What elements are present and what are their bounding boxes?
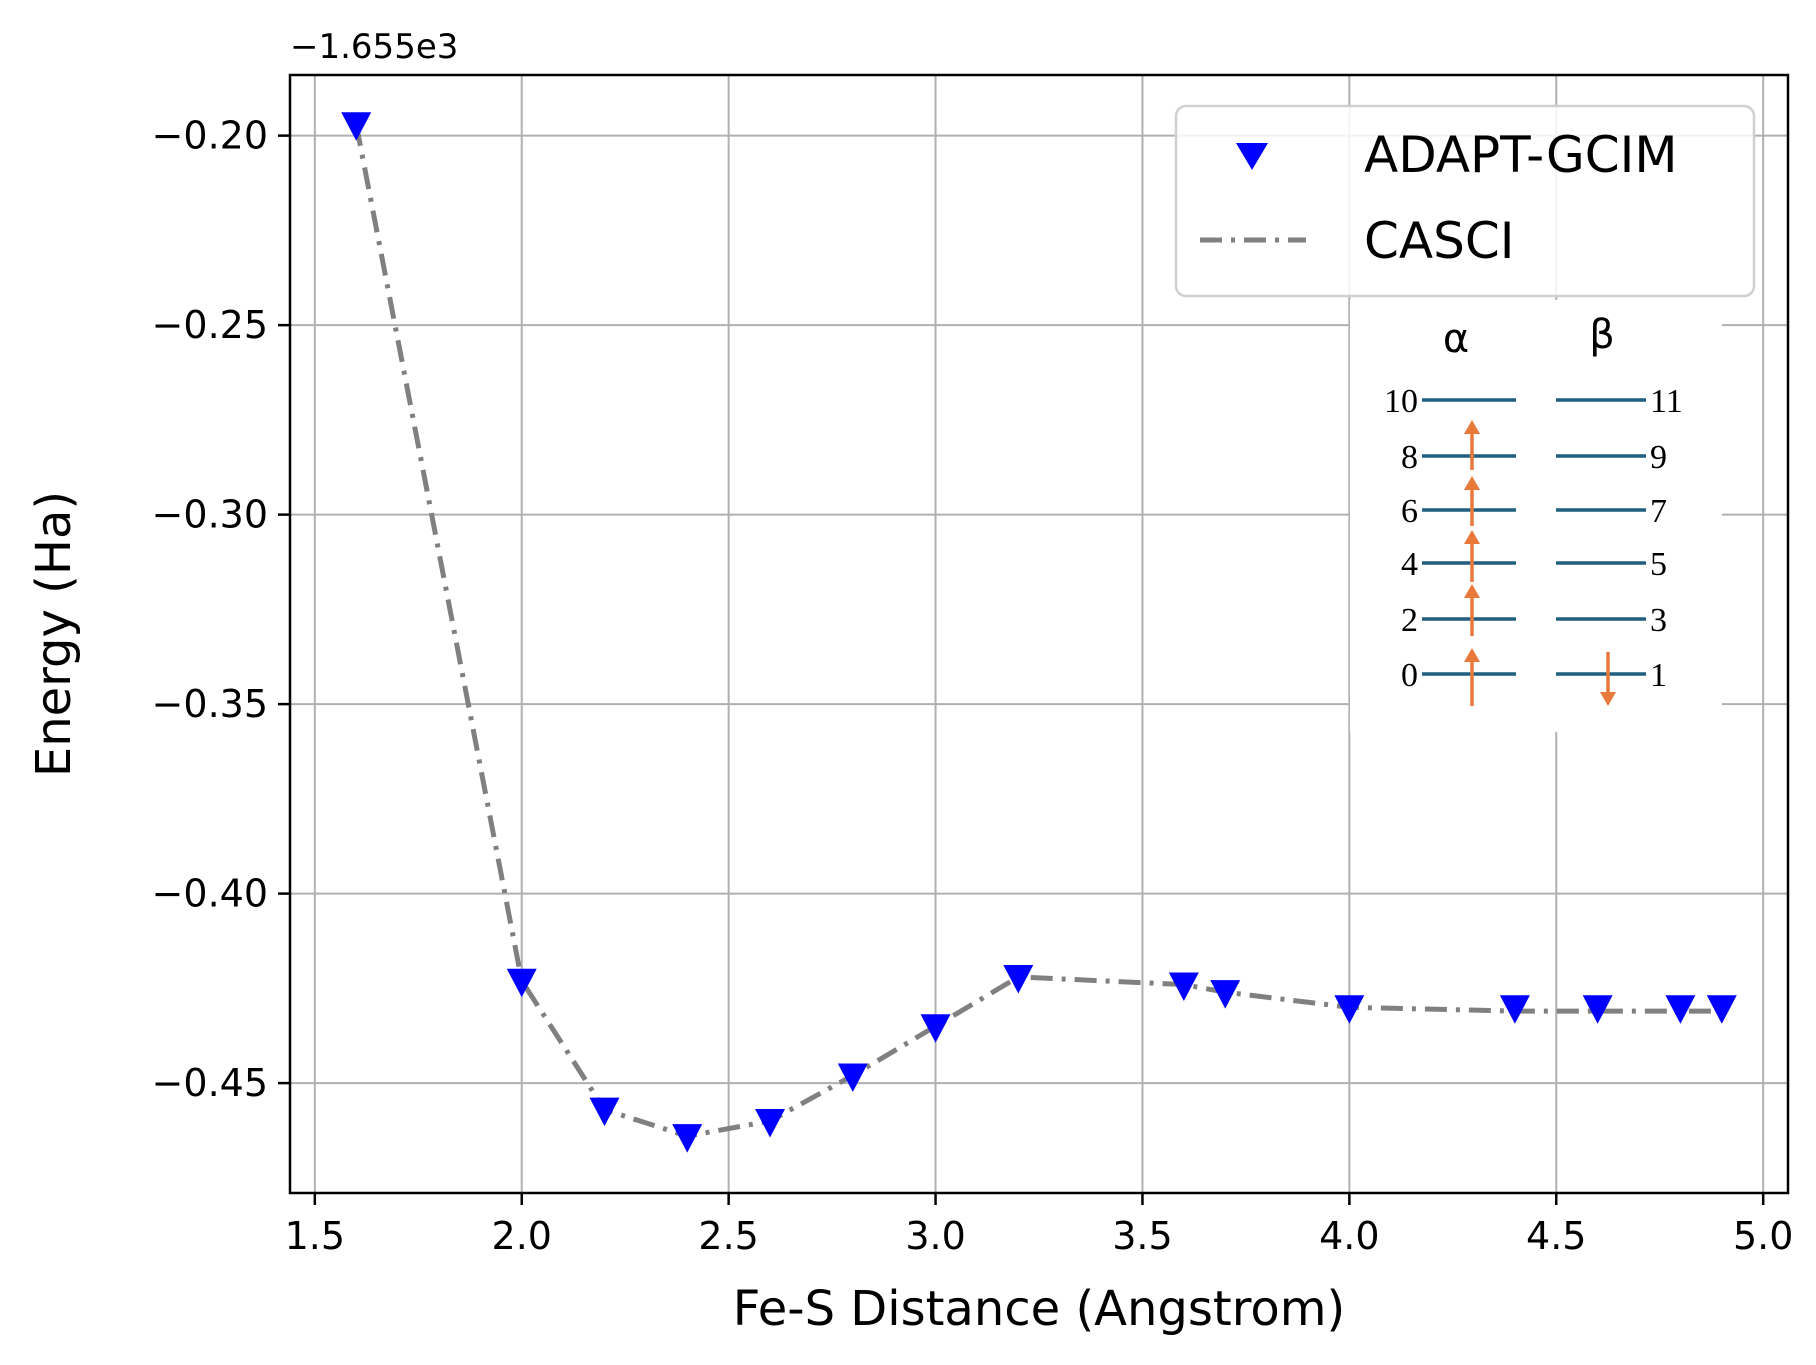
adapt-gcim-point [837,1063,868,1093]
y-tick-label: −0.30 [152,493,268,537]
ticks [278,134,1765,1205]
legend-marker-adapt-gcim [1236,143,1268,170]
adapt-gcim-point [1706,995,1737,1024]
adapt-gcim-point [1499,995,1530,1024]
adapt-gcim-point [1003,964,1034,994]
alpha-spin-up-arrowhead [1464,530,1480,544]
inset-background [1350,300,1722,732]
beta-orbital-index: 5 [1650,546,1667,583]
y-tick-label: −0.45 [152,1061,268,1105]
alpha-orbital-index: 2 [1401,602,1418,639]
x-axis-title: Fe-S Distance (Angstrom) [733,1281,1346,1337]
x-tick-label: 2.0 [492,1214,552,1258]
orbital-diagram-inset: α β 10 11 8 9 6 7 4 5 2 3 0 1 [1350,300,1722,732]
legend-label-adapt-gcim: ADAPT-GCIM [1364,126,1678,184]
alpha-spin-up-arrowhead [1464,648,1480,662]
adapt-gcim-point [1582,995,1613,1024]
adapt-gcim-point [672,1124,703,1153]
x-tick-label: 4.0 [1319,1214,1379,1258]
beta-orbital-index: 9 [1650,439,1667,476]
x-tick-label: 5.0 [1733,1214,1793,1258]
x-tick-label: 2.5 [698,1214,758,1258]
alpha-orbital-index: 6 [1401,493,1418,530]
orbital-levels: 10 11 8 9 6 7 4 5 2 3 0 1 [1384,383,1683,706]
legend: ADAPT-GCIM CASCI [1174,104,1756,298]
adapt-gcim-point [755,1108,786,1138]
beta-spin-down-arrowhead [1600,692,1616,706]
alpha-orbital-index: 4 [1401,546,1418,583]
alpha-spin-up-arrowhead [1464,420,1480,434]
x-tick-label: 1.5 [285,1214,345,1258]
axes-frame [288,73,1790,1195]
beta-orbital-index: 1 [1650,657,1667,694]
y-axis-title: Energy (Ha) [26,491,82,777]
adapt-gcim-point [506,968,537,998]
x-tick-label: 3.0 [905,1214,965,1258]
adapt-gcim-point [1665,995,1696,1024]
alpha-label: α [1443,316,1469,362]
y-tick-label: −0.20 [152,114,268,158]
beta-label: β [1589,312,1615,358]
alpha-orbital-index: 10 [1384,383,1418,420]
adapt-gcim-point [1334,995,1365,1024]
adapt-gcim-point [1168,972,1199,1002]
alpha-spin-up-arrowhead [1464,476,1480,490]
beta-orbital-index: 3 [1650,602,1667,639]
adapt-gcim-point [1210,980,1241,1009]
alpha-spin-up-arrowhead [1464,584,1480,598]
y-tick-label: −0.25 [152,303,268,347]
y-tick-label: −0.40 [152,872,268,916]
beta-orbital-index: 7 [1650,493,1667,530]
legend-label-casci: CASCI [1364,212,1515,270]
alpha-orbital-index: 8 [1401,439,1418,476]
x-tick-label: 4.5 [1526,1214,1586,1258]
y-offset-label: −1.655e3 [290,27,458,67]
beta-orbital-index: 11 [1650,383,1683,420]
tick-labels: 1.5 2.0 2.5 3.0 3.5 4.0 4.5 5.0 −0.45 −0.40 −0.35 −… [152,114,1794,1258]
legend-box [1174,104,1756,298]
y-tick-label: −0.35 [152,682,268,726]
alpha-orbital-index: 0 [1401,657,1418,694]
adapt-gcim-point [341,112,372,141]
series-layer [341,112,1737,1153]
adapt-gcim-point [920,1014,951,1043]
x-tick-label: 3.5 [1112,1214,1172,1258]
adapt-gcim-point [589,1097,620,1127]
